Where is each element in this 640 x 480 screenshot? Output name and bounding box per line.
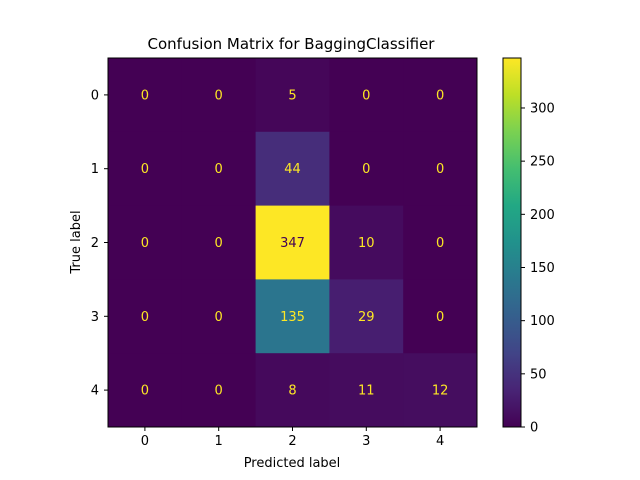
heatmap-cell-r1-c2	[255, 131, 330, 207]
colorbar-tick-label: 0	[530, 421, 538, 436]
y-axis-label: True label	[69, 210, 84, 274]
y-axis: 0 1 2 3 4	[91, 88, 108, 399]
x-tick-label: 1	[215, 434, 223, 449]
colorbar: 0 50 100 150 200 250 300	[502, 57, 555, 436]
heatmap-cell-r2-c1	[181, 205, 257, 280]
heatmap-cell-r3-c2	[255, 279, 330, 354]
chart-title: Confusion Matrix for BaggingClassifier	[148, 35, 436, 53]
cell-value-r1-c4: 0	[436, 162, 444, 177]
heatmap-cell-r4-c2	[255, 353, 330, 428]
heatmap-cell-r1-c0	[108, 131, 183, 207]
cell-value-r4-c1: 0	[215, 384, 223, 399]
colorbar-tick-label: 300	[530, 101, 555, 116]
heatmap-cell-r0-c3	[329, 58, 404, 133]
cell-value-r3-c2: 135	[280, 310, 305, 325]
heatmap-cell-r2-c4	[403, 205, 478, 280]
heatmap-cell-r4-c4	[403, 353, 478, 428]
cell-value-r0-c1: 0	[215, 88, 223, 103]
heatmap-cell-r1-c3	[329, 131, 404, 207]
colorbar-ticks: 0 50 100 150 200 250 300	[521, 101, 555, 436]
cell-value-r0-c2: 5	[288, 88, 296, 103]
y-tick-label: 4	[91, 384, 99, 399]
heatmap-cell-labels: 0 0 5 0 0 0 0 44 0 0 0 0 347 10 0 0 0 135 29 0 0 0 8 11 12	[141, 88, 449, 398]
cell-value-r0-c3: 0	[362, 88, 370, 103]
heatmap-cell-r3-c1	[181, 279, 257, 354]
cell-value-r2-c3: 10	[358, 236, 375, 251]
heatmap-cell-r0-c0	[108, 58, 183, 133]
heatmap-cell-r0-c4	[403, 58, 478, 133]
heatmap-cell-r3-c0	[108, 279, 183, 354]
cell-value-r2-c1: 0	[215, 236, 223, 251]
colorbar-gradient	[502, 57, 522, 428]
x-tick-label: 4	[436, 434, 444, 449]
heatmap-cell-r4-c3	[329, 353, 404, 428]
x-tick-label: 3	[362, 434, 370, 449]
cell-value-r4-c2: 8	[288, 384, 296, 399]
heatmap-cell-r3-c3	[329, 279, 404, 354]
cell-value-r3-c3: 29	[358, 310, 375, 325]
heatmap-cell-r0-c1	[181, 58, 257, 133]
cell-value-r3-c0: 0	[141, 310, 149, 325]
heatmap-cell-r2-c3	[329, 205, 404, 280]
heatmap-cell-r4-c1	[181, 353, 257, 428]
heatmap-cell-r3-c4	[403, 279, 478, 354]
heatmap-cell-r4-c0	[108, 353, 183, 428]
cell-value-r0-c0: 0	[141, 88, 149, 103]
colorbar-tick-label: 250	[530, 155, 555, 170]
x-tick-label: 0	[141, 434, 149, 449]
heatmap-cell-r0-c2	[255, 58, 330, 133]
cell-value-r2-c0: 0	[141, 236, 149, 251]
cell-value-r2-c2: 347	[280, 236, 305, 251]
x-tick-label: 2	[288, 434, 296, 449]
colorbar-tick-label: 100	[530, 314, 555, 329]
y-tick-label: 2	[91, 236, 99, 251]
cell-value-r1-c1: 0	[215, 162, 223, 177]
cell-value-r1-c2: 44	[284, 162, 301, 177]
heatmap-cell-r1-c4	[403, 131, 478, 207]
x-axis-label: Predicted label	[244, 456, 341, 471]
heatmap-cell-r2-c0	[108, 205, 183, 280]
cell-value-r1-c3: 0	[362, 162, 370, 177]
x-axis: 0 1 2 3 4	[141, 427, 444, 449]
cell-value-r1-c0: 0	[141, 162, 149, 177]
y-tick-label: 3	[91, 310, 99, 325]
cell-value-r3-c1: 0	[215, 310, 223, 325]
cell-value-r4-c0: 0	[141, 384, 149, 399]
heatmap-cells	[108, 58, 478, 428]
heatmap-cell-r2-c2	[255, 205, 330, 280]
colorbar-tick-label: 200	[530, 208, 555, 223]
colorbar-tick-label: 50	[530, 367, 547, 382]
cell-value-r2-c4: 0	[436, 236, 444, 251]
cell-value-r4-c4: 12	[432, 384, 449, 399]
cell-value-r0-c4: 0	[436, 88, 444, 103]
heatmap-cell-r1-c1	[181, 131, 257, 207]
colorbar-tick-label: 150	[530, 261, 555, 276]
cell-value-r3-c4: 0	[436, 310, 444, 325]
cell-value-r4-c3: 11	[358, 384, 375, 399]
y-tick-label: 0	[91, 88, 99, 103]
y-tick-label: 1	[91, 162, 99, 177]
